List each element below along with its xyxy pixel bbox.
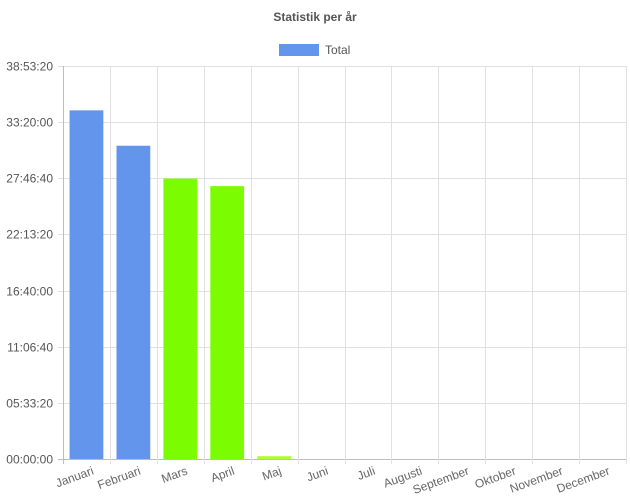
x-tick-label-januari: Januari bbox=[54, 464, 96, 491]
bar-maj[interactable] bbox=[257, 456, 292, 459]
y-axis-ticks: 00:00:00 05:33:20 11:06:40 16:40:00 22:13:20… bbox=[6, 60, 53, 467]
chart-title: Statistik per år bbox=[273, 10, 357, 24]
legend-swatch-total bbox=[279, 44, 319, 56]
x-tick-label-juni: Juni bbox=[305, 464, 330, 485]
y-tick-label: 38:53:20 bbox=[6, 60, 53, 74]
x-tick-label-maj: Maj bbox=[260, 464, 283, 484]
bar-mars[interactable] bbox=[163, 178, 198, 460]
x-tick-label-november: November bbox=[508, 464, 565, 496]
x-tick-label-februari: Februari bbox=[96, 464, 143, 492]
y-tick-label: 16:40:00 bbox=[6, 285, 53, 299]
y-tick-label: 33:20:00 bbox=[6, 116, 53, 130]
grid bbox=[58, 66, 627, 464]
x-axis-ticks: Januari Februari Mars April Maj Juni Juli Augus… bbox=[54, 464, 612, 497]
bar-april[interactable] bbox=[210, 186, 245, 459]
x-tick-label-april: April bbox=[209, 464, 236, 485]
y-tick-label: 27:46:40 bbox=[6, 172, 53, 186]
bar-januari[interactable] bbox=[69, 110, 104, 460]
y-tick-label: 11:06:40 bbox=[7, 341, 53, 355]
x-tick-label-december: December bbox=[555, 464, 612, 496]
bar-februari[interactable] bbox=[116, 145, 151, 460]
legend-label-total: Total bbox=[325, 43, 350, 57]
y-tick-label: 00:00:00 bbox=[6, 453, 53, 467]
y-tick-label: 22:13:20 bbox=[6, 228, 53, 242]
y-tick-label: 05:33:20 bbox=[6, 397, 53, 411]
x-tick-label-mars: Mars bbox=[159, 464, 189, 486]
legend[interactable]: Total bbox=[279, 43, 350, 57]
x-tick-label-juli: Juli bbox=[355, 464, 377, 483]
bars bbox=[69, 110, 292, 460]
